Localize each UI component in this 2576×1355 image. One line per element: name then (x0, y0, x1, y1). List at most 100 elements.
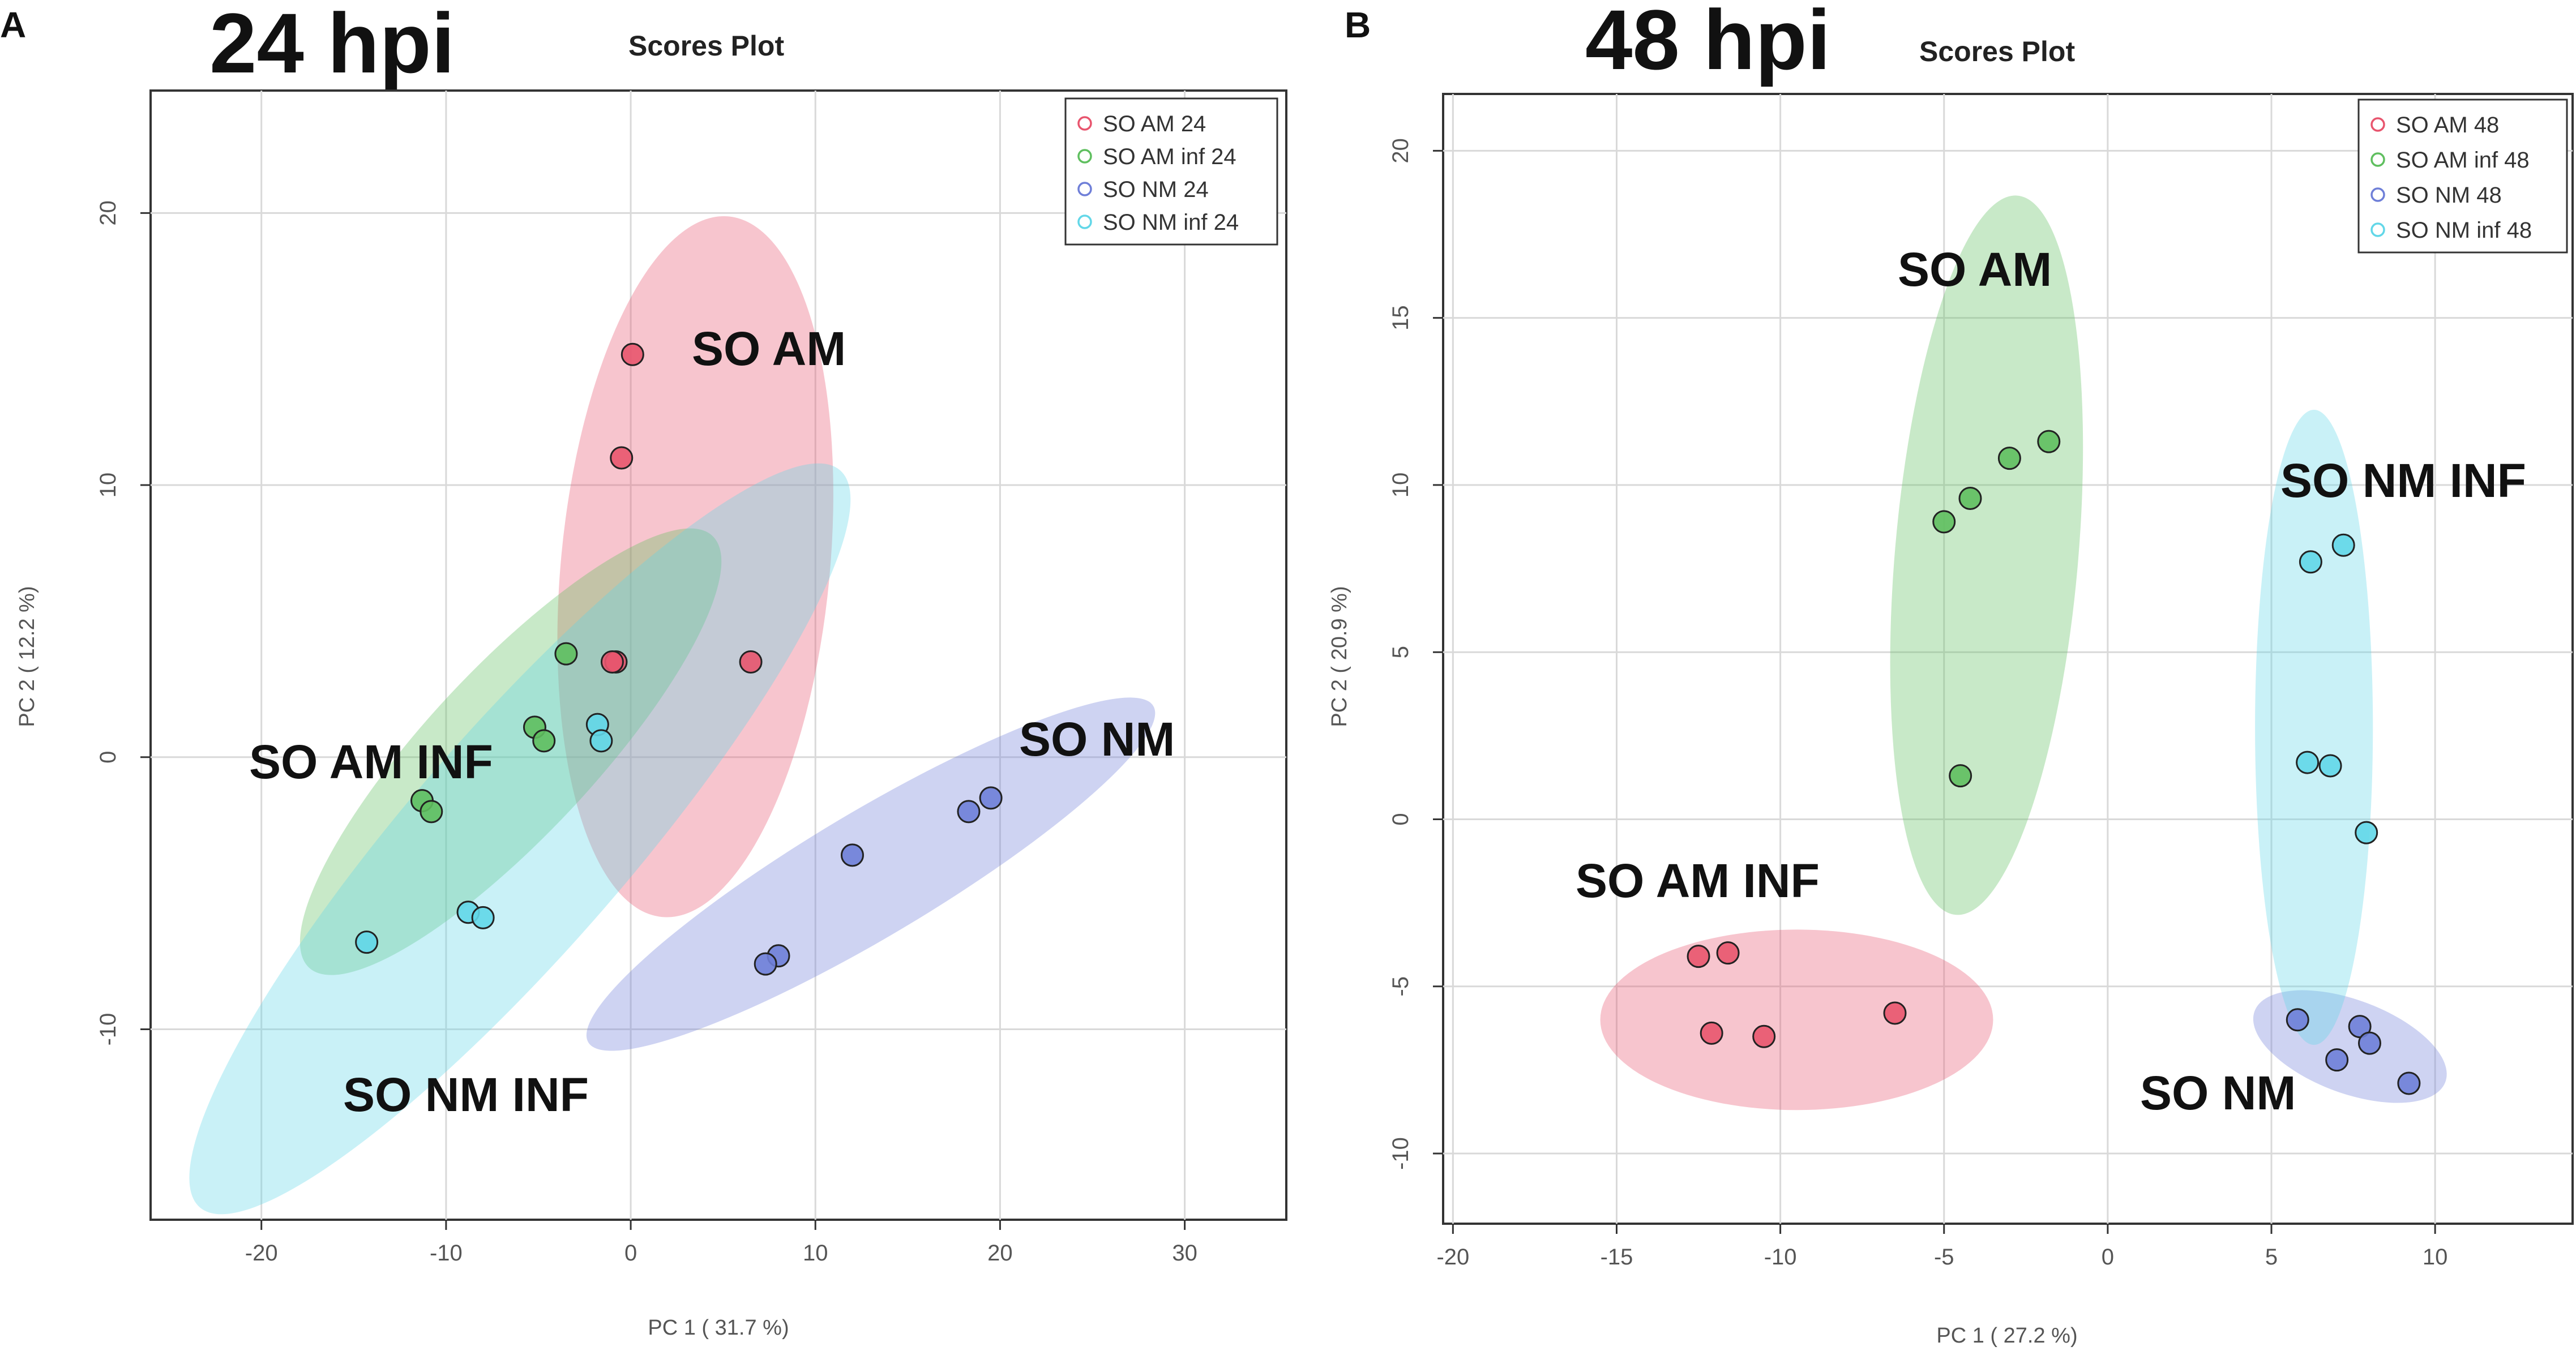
confidence-ellipse (1890, 195, 2083, 915)
panel-a-subtitle: Scores Plot (628, 30, 784, 62)
legend-marker (2370, 187, 2385, 202)
score-point (1932, 510, 1956, 534)
y-tick-label: 15 (1388, 305, 1413, 331)
y-tick-label: 20 (96, 200, 121, 226)
x-tick-label: -5 (1934, 1245, 1954, 1270)
panel-a-ticks: -20 -10 0 10 20 30 -10 0 10 20 (96, 200, 1197, 1266)
score-point (532, 729, 556, 753)
panel-a-label-so-am-inf: SO AM INF (249, 735, 493, 788)
score-point (600, 650, 624, 674)
score-point (554, 642, 578, 666)
score-point (2331, 533, 2355, 557)
legend-label: SO NM inf 48 (2396, 218, 2532, 243)
y-tick-label: 20 (1388, 138, 1413, 164)
panel-a-ylabel: PC 2 ( 12.2 %) (15, 586, 39, 727)
score-point (1752, 1024, 1776, 1048)
panel-b-grid (1443, 94, 2573, 1224)
confidence-ellipse (1600, 929, 1993, 1110)
legend-marker (1077, 116, 1092, 131)
panel-b-points (1687, 430, 2421, 1095)
score-point (621, 342, 644, 366)
y-tick-label: -5 (1388, 976, 1413, 997)
legend-label: SO NM 24 (1103, 177, 1209, 202)
legend-marker (2370, 117, 2385, 132)
legend-label: SO AM 48 (2396, 113, 2499, 138)
score-point (957, 800, 981, 824)
legend-marker (1077, 215, 1092, 229)
score-point (2318, 754, 2342, 778)
y-tick-label: -10 (96, 1013, 121, 1046)
score-point (610, 446, 634, 470)
x-tick-label: 5 (2265, 1245, 2278, 1270)
y-tick-label: -10 (1388, 1137, 1413, 1170)
score-point (979, 786, 1003, 810)
x-tick-label: 10 (803, 1241, 828, 1266)
x-tick-label: -15 (1601, 1245, 1633, 1270)
score-point (1997, 447, 2021, 470)
y-tick-label: 0 (96, 751, 121, 764)
x-tick-label: -20 (1436, 1245, 1469, 1270)
x-tick-label: -20 (245, 1241, 278, 1266)
panel-b-label-so-am-inf: SO AM INF (1576, 854, 1820, 907)
panel-a-legend: SO AM 24 SO AM inf 24 SO NM 24 SO NM inf 24 (1064, 97, 1278, 246)
legend-label: SO AM inf 24 (1103, 144, 1236, 169)
panel-b-xlabel: PC 1 ( 27.2 %) (1936, 1324, 2077, 1348)
panel-a-label-so-am: SO AM (692, 322, 846, 375)
x-tick-label: -10 (1764, 1245, 1797, 1270)
panel-letter-b: B (1345, 5, 1371, 45)
panel-b-plot-frame (1442, 93, 2574, 1225)
score-point (471, 906, 495, 929)
x-tick-label: 20 (987, 1241, 1013, 1266)
panel-b-subtitle: Scores Plot (1919, 36, 2075, 67)
panel-b: B 48 hpi Scores Plot -20 -15 -10 -5 0 5 10-10-… (1328, 0, 2574, 1348)
panel-a-label-so-nm: SO NM (1019, 713, 1175, 766)
score-point (2299, 550, 2322, 574)
score-point (2357, 1031, 2381, 1055)
score-point (1883, 1001, 1907, 1025)
confidence-ellipse (586, 697, 1156, 1051)
score-point (840, 843, 864, 867)
panel-a-xlabel: PC 1 ( 31.7 %) (648, 1316, 789, 1340)
panel-b-label-so-nm-inf: SO NM INF (2280, 454, 2526, 507)
panel-a-label-so-nm-inf: SO NM INF (343, 1068, 589, 1121)
panel-b-label-so-nm: SO NM (2140, 1066, 2296, 1120)
y-tick-label: 10 (1388, 473, 1413, 498)
x-tick-label: 0 (624, 1241, 637, 1266)
legend-marker (2370, 152, 2385, 167)
confidence-ellipse (557, 216, 833, 917)
score-point (420, 800, 443, 824)
legend-label: SO NM 48 (2396, 183, 2502, 208)
panel-b-legend-box (2357, 98, 2568, 254)
legend-marker (2370, 222, 2385, 237)
panel-b-title: 48 hpi (1585, 0, 1830, 87)
panel-b-label-so-am: SO AM (1898, 243, 2052, 296)
y-tick-label: 5 (1388, 646, 1413, 658)
confidence-ellipse (189, 463, 851, 1215)
panel-b-legend-entries: SO AM 48 SO AM inf 48 SO NM 48 SO NM inf 48 (2370, 113, 2532, 243)
score-point (1949, 764, 1972, 788)
x-tick-label: 30 (1172, 1241, 1197, 1266)
panel-a-legend-box (1064, 97, 1278, 246)
panel-a-title: 24 hpi (209, 0, 455, 91)
legend-marker (1077, 182, 1092, 196)
panel-a: A 24 hpi Scores Plot -20 -10 0 10 20 30 -10 0 10… (0, 0, 1287, 1340)
score-point (2296, 751, 2320, 774)
score-point (2286, 1008, 2309, 1032)
panel-b-ticks: -20 -15 -10 -5 0 5 10 -10 -5 0 5 10 15 20 (1388, 138, 2447, 1270)
x-tick-label: 0 (2102, 1245, 2114, 1270)
legend-label: SO NM inf 24 (1103, 210, 1239, 235)
legend-marker (1077, 149, 1092, 164)
x-tick-label: 10 (2423, 1245, 2448, 1270)
y-tick-label: 0 (1388, 813, 1413, 825)
panel-letter-a: A (0, 5, 26, 45)
score-point (739, 650, 763, 674)
score-point (2397, 1071, 2421, 1095)
score-point (754, 952, 777, 976)
x-tick-label: -10 (430, 1241, 463, 1266)
panel-a-grid (151, 91, 1286, 1220)
panel-a-ellipses (189, 216, 1156, 1215)
panel-b-legend: SO AM 48 SO AM inf 48 SO NM 48 SO NM inf 48 (2357, 98, 2568, 254)
panel-a-legend-entries: SO AM 24 SO AM inf 24 SO NM 24 SO NM inf 24 (1077, 112, 1239, 235)
score-point (1958, 487, 1982, 511)
